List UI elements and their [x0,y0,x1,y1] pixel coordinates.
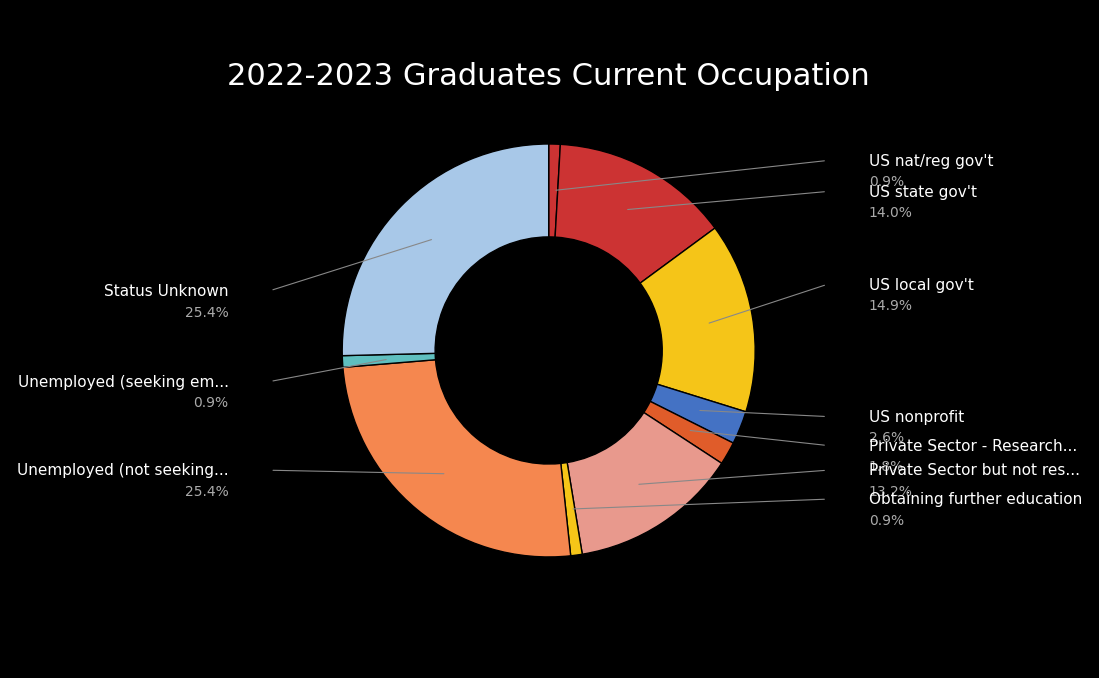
Wedge shape [651,384,746,443]
Text: Obtaining further education: Obtaining further education [868,492,1083,507]
Text: 14.9%: 14.9% [868,299,913,313]
Text: Unemployed (seeking em...: Unemployed (seeking em... [18,375,229,390]
Text: Unemployed (not seeking...: Unemployed (not seeking... [16,464,229,479]
Text: 0.9%: 0.9% [193,397,229,410]
Text: 13.2%: 13.2% [868,485,912,499]
Wedge shape [567,412,722,554]
Wedge shape [548,144,560,237]
Text: 2.6%: 2.6% [868,431,903,445]
Text: Private Sector - Research...: Private Sector - Research... [868,439,1077,454]
Wedge shape [555,144,715,283]
Text: 25.4%: 25.4% [185,485,229,499]
Wedge shape [342,144,548,356]
Text: Private Sector but not res...: Private Sector but not res... [868,464,1079,479]
Text: 0.9%: 0.9% [868,176,903,189]
Wedge shape [343,360,570,557]
Text: US nat/reg gov't: US nat/reg gov't [868,154,993,169]
Text: 0.9%: 0.9% [868,514,903,528]
Wedge shape [342,353,435,367]
Text: US nonprofit: US nonprofit [868,410,964,425]
Text: Status Unknown: Status Unknown [104,284,229,299]
Wedge shape [644,401,733,463]
Text: US state gov't: US state gov't [868,184,977,200]
Title: 2022-2023 Graduates Current Occupation: 2022-2023 Graduates Current Occupation [227,62,870,92]
Text: 1.8%: 1.8% [868,460,904,475]
Text: 14.0%: 14.0% [868,206,912,220]
Wedge shape [560,462,582,556]
Wedge shape [640,228,755,412]
Text: 25.4%: 25.4% [185,306,229,319]
Text: US local gov't: US local gov't [868,278,974,293]
